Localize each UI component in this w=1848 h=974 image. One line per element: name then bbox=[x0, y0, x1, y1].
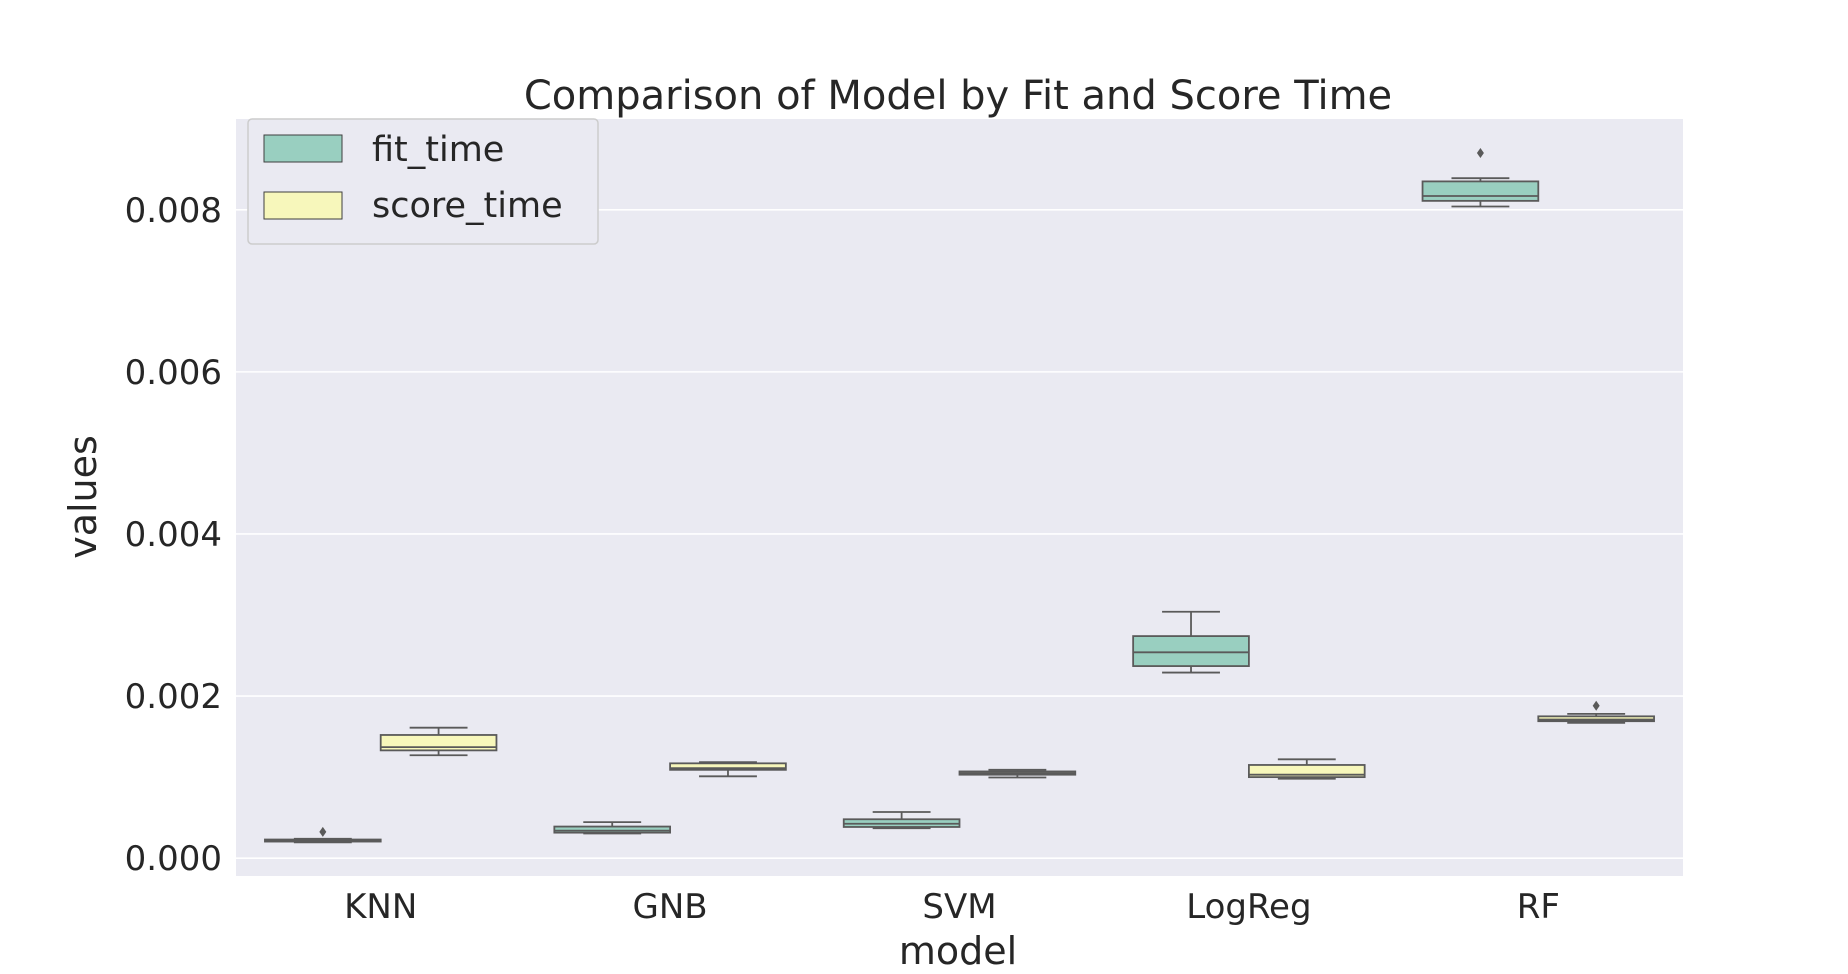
y-axis-label: values bbox=[61, 435, 105, 559]
y-tick-label: 0.004 bbox=[125, 515, 222, 555]
legend-swatch-score-time bbox=[263, 191, 343, 220]
x-tick-label: KNN bbox=[344, 887, 417, 927]
y-tick-label: 0.000 bbox=[125, 839, 222, 879]
box-iqr bbox=[553, 825, 672, 834]
x-tick-labels: KNN GNB SVM LogReg RF bbox=[344, 887, 1560, 927]
box-series bbox=[264, 148, 1655, 844]
legend-label-score-time: score_time bbox=[372, 186, 563, 226]
x-tick-label: SVM bbox=[922, 887, 996, 927]
outlier-point bbox=[1592, 700, 1600, 711]
box-iqr bbox=[1132, 635, 1250, 667]
outlier-point bbox=[1476, 148, 1484, 159]
legend: fit_time score_time bbox=[247, 118, 599, 245]
y-tick-labels: 0.000 0.002 0.004 0.006 0.008 bbox=[125, 191, 222, 879]
outlier-point bbox=[319, 826, 327, 837]
box-score_time-RF bbox=[1537, 700, 1655, 724]
grid-lines bbox=[236, 208, 1683, 859]
box-fit_time-RF bbox=[1421, 148, 1540, 208]
y-tick-label: 0.008 bbox=[125, 191, 222, 231]
box-fit_time-SVM bbox=[842, 811, 961, 830]
y-tick-label: 0.002 bbox=[125, 677, 222, 717]
box-fit_time-GNB bbox=[553, 821, 672, 835]
box-iqr bbox=[669, 762, 787, 771]
box-score_time-KNN bbox=[379, 726, 498, 757]
x-tick-label: LogReg bbox=[1186, 887, 1311, 927]
x-tick-label: GNB bbox=[633, 887, 708, 927]
legend-swatch-fit-time bbox=[263, 134, 343, 163]
box-iqr bbox=[379, 734, 498, 752]
y-tick-label: 0.006 bbox=[125, 353, 222, 393]
x-tick-label: RF bbox=[1517, 887, 1560, 927]
box-score_time-LogReg bbox=[1248, 758, 1366, 780]
x-axis-label: model bbox=[899, 929, 1017, 973]
box-fit_time-LogReg bbox=[1132, 610, 1250, 674]
box-score_time-GNB bbox=[669, 761, 787, 778]
box-fit_time-KNN bbox=[264, 826, 382, 844]
box-score_time-SVM bbox=[958, 768, 1077, 779]
chart-title: Comparison of Model by Fit and Score Tim… bbox=[524, 73, 1392, 119]
legend-label-fit-time: fit_time bbox=[372, 130, 504, 170]
box-iqr bbox=[1421, 180, 1540, 202]
